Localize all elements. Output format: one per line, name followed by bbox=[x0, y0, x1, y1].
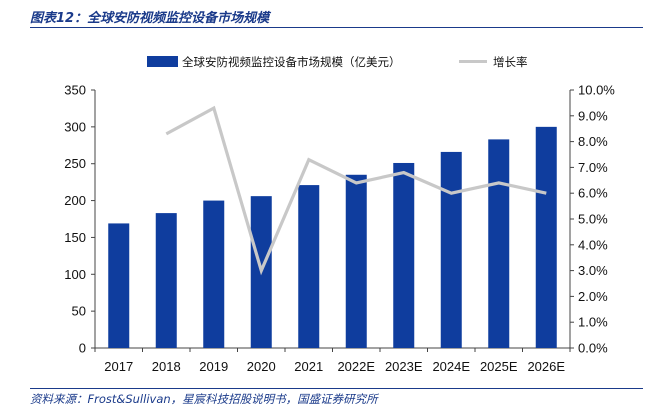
bar bbox=[440, 151, 462, 348]
y-right-tick-label: 4.0% bbox=[578, 237, 608, 252]
bar bbox=[108, 223, 130, 348]
y-left-tick-label: 300 bbox=[64, 119, 86, 134]
y-right-tick-label: 8.0% bbox=[578, 134, 608, 149]
growth-line-series bbox=[165, 105, 547, 276]
bar bbox=[298, 185, 320, 348]
legend: 全球安防视频监控设备市场规模（亿美元） 增长率 bbox=[147, 55, 528, 69]
x-tick-label: 2025E bbox=[480, 359, 518, 374]
bar bbox=[155, 213, 177, 348]
y-left-tick-label: 350 bbox=[64, 83, 86, 98]
figure-title: 图表12：全球安防视频监控设备市场规模 bbox=[30, 11, 270, 26]
y-right-tick-label: 6.0% bbox=[578, 186, 608, 201]
y-right-tick-labels: 0.0% 1.0% 2.0% 3.0% 4.0% 5.0% 6.0% 7.0% 8.0% 9.0%… bbox=[578, 83, 615, 356]
legend-line-label: 增长率 bbox=[493, 55, 528, 69]
legend-bar-swatch bbox=[147, 56, 178, 67]
legend-bar-label: 全球安防视频监控设备市场规模（亿美元） bbox=[182, 55, 401, 69]
x-tick-label: 2021 bbox=[294, 359, 323, 374]
bar bbox=[393, 162, 415, 348]
y-right-tick-label: 7.0% bbox=[578, 160, 608, 175]
x-tick-label: 2020 bbox=[247, 359, 276, 374]
y-right-tick-label: 3.0% bbox=[578, 263, 608, 278]
x-tick-label: 2018 bbox=[152, 359, 181, 374]
y-right-tick-label: 1.0% bbox=[578, 315, 608, 330]
y-left-tick-label: 250 bbox=[64, 156, 86, 171]
y-left-tick-label: 150 bbox=[64, 230, 86, 245]
y-right-tick-label: 0.0% bbox=[578, 341, 608, 356]
y-right-tick-label: 9.0% bbox=[578, 108, 608, 123]
growth-line bbox=[165, 105, 547, 276]
x-tick-label: 2023E bbox=[385, 359, 423, 374]
y-left-tick-label: 50 bbox=[72, 304, 86, 319]
y-right-tick-label: 10.0% bbox=[578, 83, 615, 98]
y-right-tick-label: 2.0% bbox=[578, 289, 608, 304]
bar bbox=[535, 126, 557, 348]
y-right-tick-label: 5.0% bbox=[578, 212, 608, 227]
bar-series bbox=[108, 126, 557, 348]
x-tick-label: 2022E bbox=[337, 359, 375, 374]
bar bbox=[488, 139, 510, 348]
x-tick-label: 2024E bbox=[432, 359, 470, 374]
y-left-tick-labels: 0 50 100 150 200 250 300 350 bbox=[64, 83, 86, 356]
x-tick-label: 2017 bbox=[104, 359, 133, 374]
y-left-tick-label: 200 bbox=[64, 193, 86, 208]
bar bbox=[203, 200, 225, 348]
x-tick-labels: 2017 2018 2019 2020 2021 2022E 2023E 2024E 2025E… bbox=[104, 359, 565, 374]
y-left-tick-label: 0 bbox=[79, 341, 86, 356]
x-tick-label: 2026E bbox=[527, 359, 565, 374]
title-rule bbox=[30, 27, 643, 28]
source-rule bbox=[30, 388, 643, 389]
bar bbox=[345, 174, 367, 348]
source-note: 资料来源：Frost&Sullivan，星宸科技招股说明书，国盛证券研究所 bbox=[30, 392, 378, 406]
x-tick-label: 2019 bbox=[199, 359, 228, 374]
y-left-tick-label: 100 bbox=[64, 267, 86, 282]
